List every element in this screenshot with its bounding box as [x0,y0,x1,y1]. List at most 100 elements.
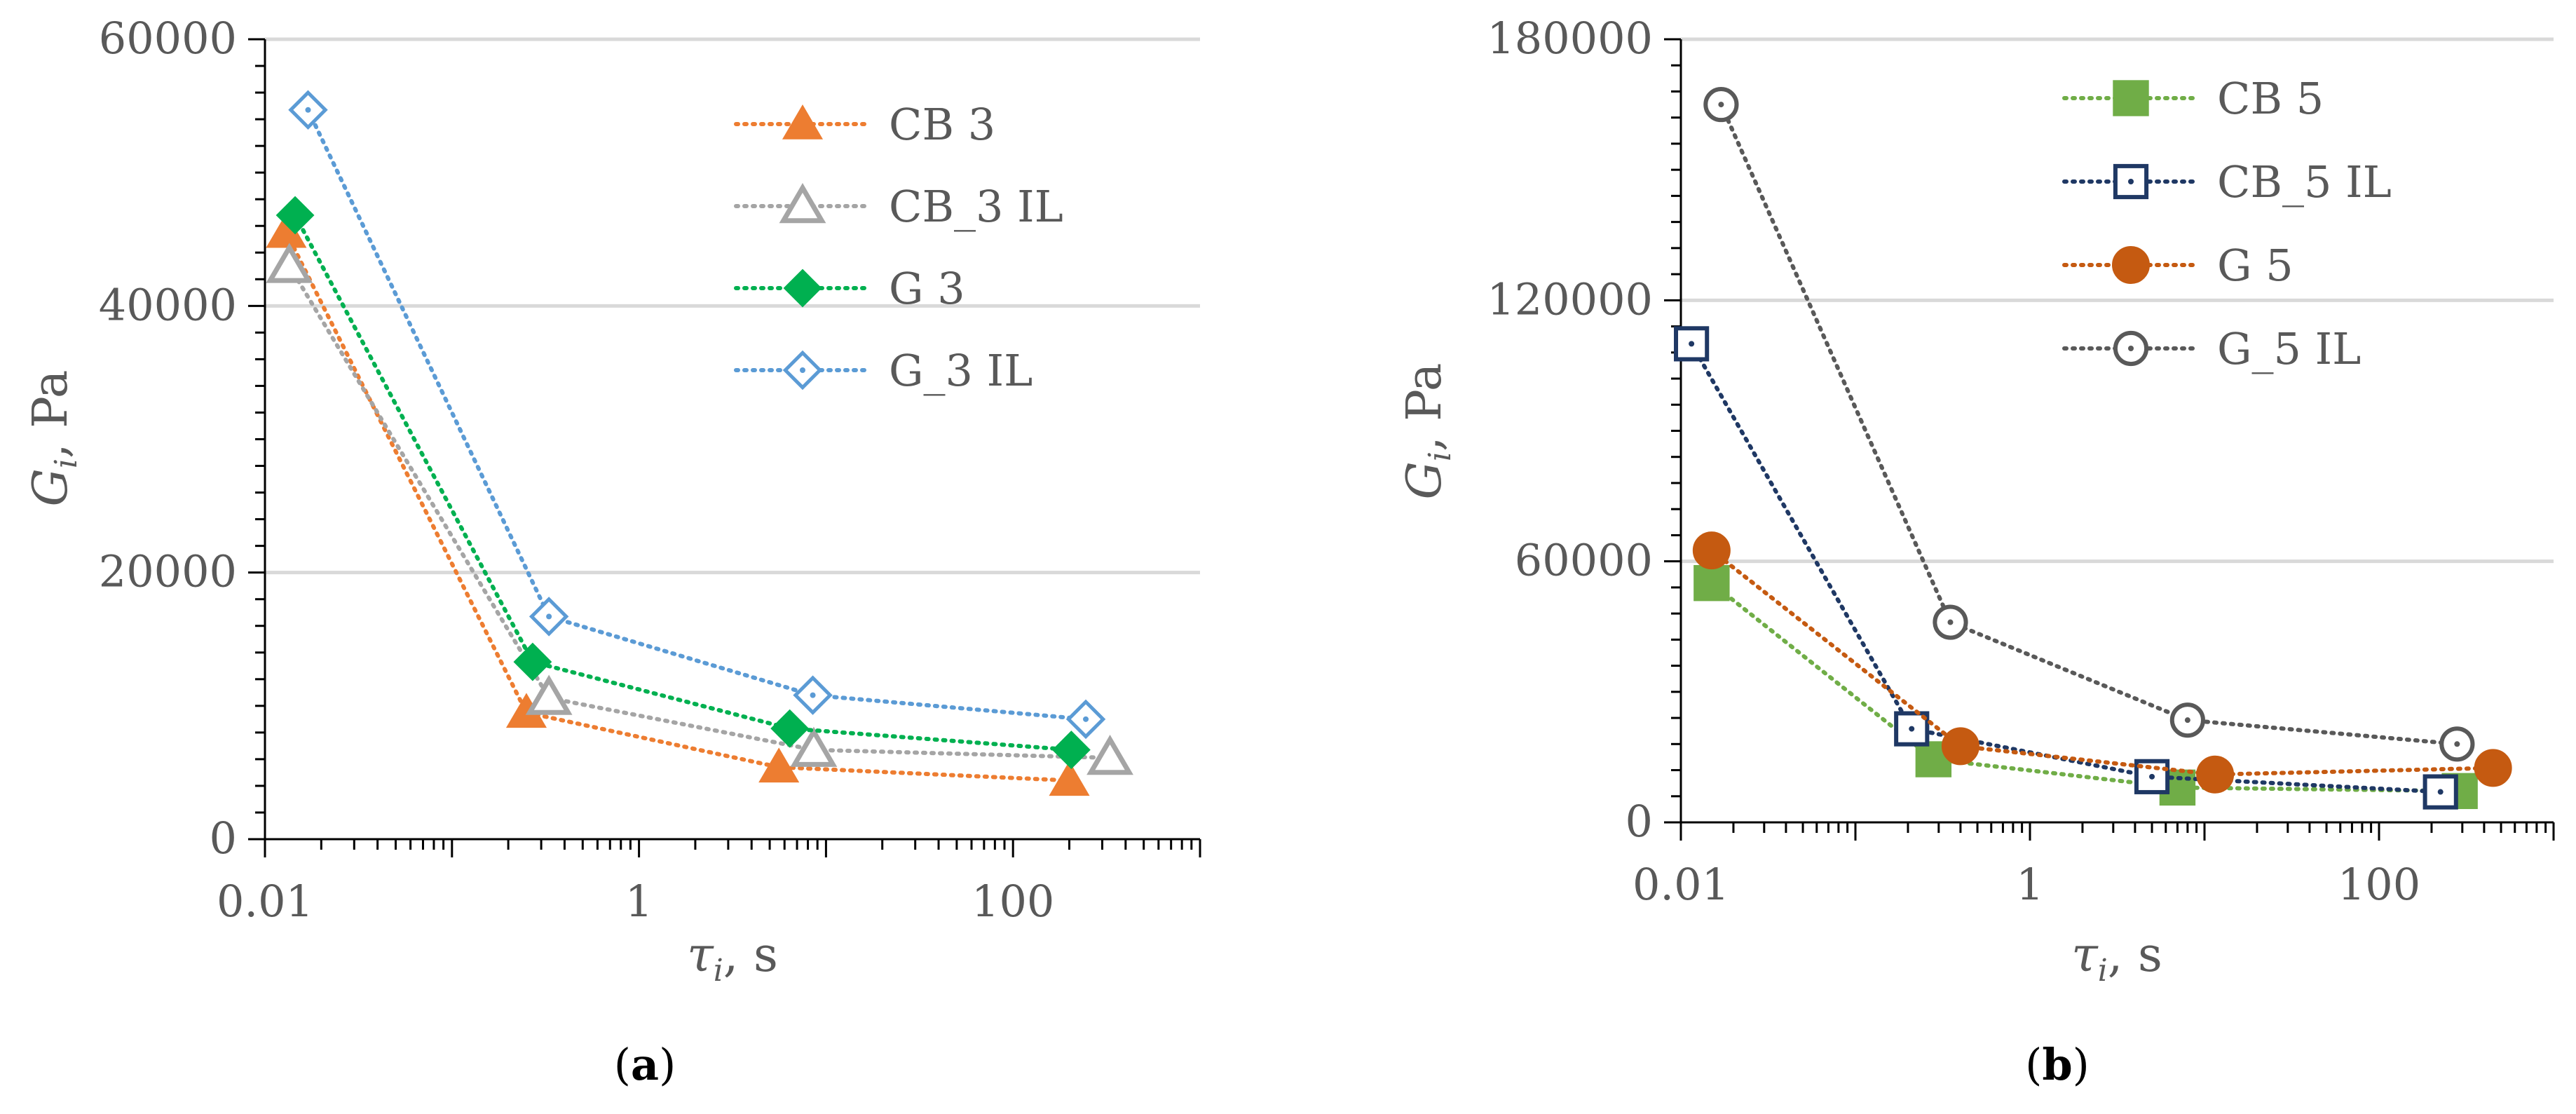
data-point-center-dot [2454,741,2460,747]
data-point [513,642,552,681]
legend-label: CB_5 IL [2217,156,2392,208]
series-cb-3 [266,212,1090,796]
x-axis-symbol: τ [687,928,714,983]
series-line [1689,341,2443,794]
y-tick-label: 20000 [99,546,237,597]
data-point [1051,731,1091,770]
x-tick-label: 100 [972,876,1054,927]
series-g-5-il [1703,86,2475,762]
series-line [284,230,1072,783]
x-axis-subscript: i [714,953,723,989]
data-point-center-dot [1689,341,1695,347]
data-point-center-dot [810,692,816,698]
y-tick-label: 60000 [1515,535,1653,586]
data-point [1941,727,1979,766]
x-axis-subscript: i [2098,953,2108,989]
y-tick-label: 120000 [1487,273,1653,325]
legend: CB 5 CB_5 IL G 5 G_5 IL [2062,73,2392,374]
x-tick-label: 0.01 [217,876,313,927]
y-axis-subscript: i [48,458,84,468]
series-cb-5-il [1674,326,2458,810]
legend-label: G_3 IL [889,345,1033,396]
legend-marker-center-dot [2128,346,2134,351]
legend-item: G 5 [2062,240,2294,291]
series-line [306,107,1089,721]
data-point [1049,761,1090,796]
legend-item: G_5 IL [2062,323,2361,374]
y-tick-label: 180000 [1487,13,1653,64]
data-point [770,709,810,748]
series-cb-3-il [266,243,1133,775]
x-axis-symbol: τ [2071,928,2099,983]
data-point [1694,564,1730,602]
legend-marker-center-dot [2128,179,2134,184]
x-axis-unit: , s [723,928,778,983]
y-tick-label: 0 [210,813,237,864]
caption-close: ) [659,1039,676,1090]
legend-item: CB 5 [2062,73,2324,124]
legend-marker [2112,246,2150,284]
x-tick-label: 0.01 [1633,859,1729,910]
caption-letter: b [2042,1039,2072,1090]
caption-open: ( [614,1039,631,1090]
data-point [2474,749,2512,787]
data-point [758,747,800,783]
x-axis-title: τi, s [687,928,778,989]
y-axis-title: Gi, Pa [23,370,84,507]
data-point-center-dot [1718,102,1724,108]
y-axis-symbol: G [1397,461,1452,499]
series-g-5 [1692,531,2512,794]
caption-letter: a [631,1039,659,1090]
x-tick-label: 100 [2338,859,2420,910]
legend-marker [779,183,826,224]
y-axis-subscript: i [1422,451,1458,461]
legend: CB 3 CB_3 IL G 3 G_3 IL [734,99,1063,396]
y-axis-symbol: G [23,468,79,506]
series-line [293,213,1074,752]
data-point-center-dot [2184,717,2190,724]
x-tick-label: 1 [625,876,653,927]
legend-marker [783,269,822,308]
legend-item: CB 3 [734,99,995,150]
caption-close: ) [2073,1039,2090,1090]
legend-item: G_3 IL [734,345,1033,396]
y-axis-unit: , Pa [1397,363,1452,451]
x-axis-unit: , s [2108,928,2162,983]
series-line [1719,102,2460,747]
y-tick-label: 0 [1626,796,1653,847]
data-point [790,726,838,767]
legend-item: G 3 [734,263,965,314]
series-line [1709,548,2495,777]
data-point [1692,531,1731,570]
data-point-center-dot [1083,716,1089,722]
caption-open: ( [2025,1039,2042,1090]
y-tick-label: 60000 [99,13,237,64]
data-point-center-dot [546,613,552,620]
legend-marker [782,104,824,140]
legend-label: CB_3 IL [889,181,1063,232]
y-axis-title: Gi, Pa [1397,363,1458,500]
legend-marker [2113,80,2149,116]
y-axis-unit: , Pa [23,370,79,458]
data-point [275,196,315,235]
data-point-center-dot [1947,619,1954,625]
panel-caption: (b) [2025,1039,2090,1090]
series-cb-5 [1694,564,2478,810]
legend-item: CB_3 IL [734,181,1063,232]
series-g-3 [275,196,1091,770]
legend-label: CB 3 [889,99,995,150]
data-point [266,243,313,283]
series-line [1709,580,2462,794]
data-point-center-dot [305,107,311,113]
legend-label: G 5 [2217,240,2294,291]
data-point-center-dot [1909,726,1915,732]
x-axis-title: τi, s [2071,928,2162,989]
data-point [1086,735,1133,775]
data-point [2196,755,2235,794]
legend-marker-center-dot [800,367,805,373]
data-point [1674,326,1710,362]
series-g-3-il [288,90,1106,740]
